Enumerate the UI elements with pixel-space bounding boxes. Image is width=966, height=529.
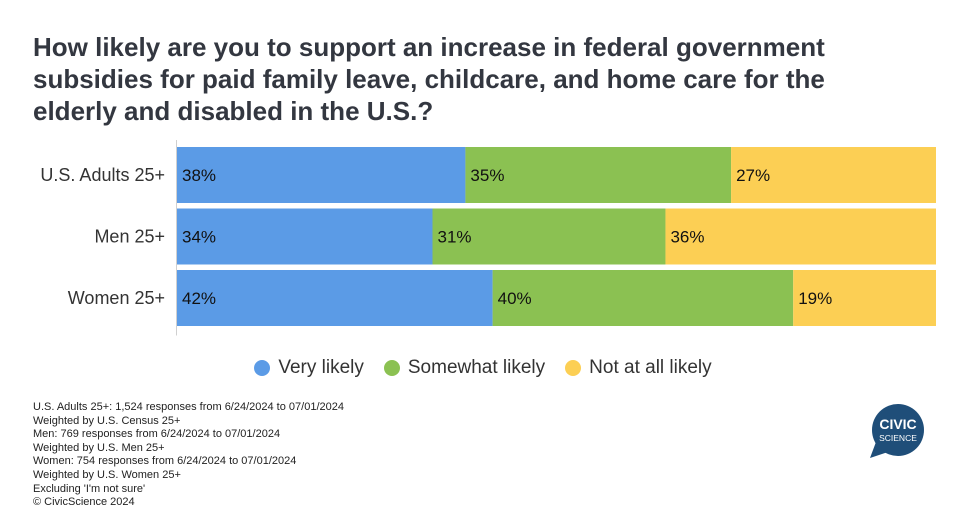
legend-item: Very likely [254,357,364,379]
bar-segment [465,147,732,203]
logo-line2: SCIENCE [879,433,917,443]
legend-label: Not at all likely [589,357,712,378]
legend-marker [254,360,271,376]
bar-segment [665,208,936,265]
logo-circle [872,404,924,456]
category-label: Men 25+ [94,227,165,247]
legend-item: Somewhat likely [383,357,546,379]
data-label: 27% [736,166,770,185]
footnote-line: Weighted by U.S. Men 25+ [33,441,165,454]
data-label: 19% [798,289,832,308]
category-label: U.S. Adults 25+ [40,165,165,185]
civicscience-logo: CIVIC SCIENCE [870,404,924,458]
data-label: 34% [182,228,216,247]
footnotes: U.S. Adults 25+: 1,524 responses from 6/… [33,401,344,510]
footnote-line: Weighted by U.S. Census 25+ [33,414,181,427]
bar-segment [731,147,936,203]
legend: Very likely Somewhat likely Not at all lik… [0,357,966,379]
stacked-bar-chart: U.S. Adults 25+ 38% 35% 27% Men 25+ 34% 31% 36%… [40,140,936,336]
footnote-line: U.S. Adults 25+: 1,524 responses from 6/… [33,401,344,413]
logo-tail [870,442,888,458]
legend-item: Not at all likely [565,357,712,379]
category-label: Women 25+ [68,288,165,308]
footnote-line: © CivicScience 2024 [33,496,135,509]
legend-marker [565,360,582,376]
bar-segment [492,270,794,326]
bar-segment [177,208,433,265]
bar-segment [793,270,936,326]
footnote-line: Men: 769 responses from 6/24/2024 to 07/… [33,428,281,441]
bar-segment [177,270,493,326]
legend-label: Very likely [278,357,364,378]
legend-label: Somewhat likely [407,357,546,378]
data-label: 38% [182,166,216,185]
data-label: 40% [498,289,532,308]
footnote-line: Weighted by U.S. Women 25+ [33,468,181,481]
data-label: 35% [470,166,504,185]
logo-line1: CIVIC [879,416,916,432]
data-label: 36% [670,228,704,247]
data-label: 42% [182,289,216,308]
footnote-line: Excluding 'I'm not sure' [33,482,146,495]
chart-title: How likely are you to support an increas… [33,32,825,126]
bar-segment [177,147,466,203]
legend-marker [383,360,400,376]
footnote-line: Women: 754 responses from 6/24/2024 to 0… [33,455,297,468]
data-label: 31% [438,228,472,247]
bar-segment [432,208,666,265]
